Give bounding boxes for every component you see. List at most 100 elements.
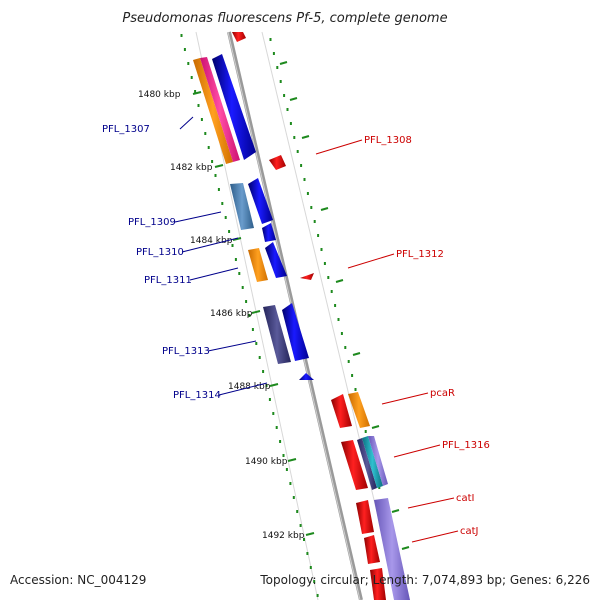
gene-label[interactable]: PFL_1310 — [136, 247, 184, 258]
axis-tick-mark — [214, 164, 224, 168]
gc-tick — [228, 230, 231, 233]
feature-steel-1309 — [230, 183, 254, 230]
axis-tick-label: 1484 kbp — [190, 236, 233, 246]
gc-tick — [330, 290, 333, 293]
gc-tick — [272, 52, 275, 55]
gene-leader-line — [393, 444, 441, 458]
gc-tick — [378, 486, 381, 489]
gc-dash — [391, 509, 400, 513]
gc-tick — [197, 104, 200, 107]
gc-tick — [296, 150, 299, 153]
axis-tick-label: 1482 kbp — [170, 163, 213, 173]
gc-tick — [268, 398, 271, 401]
gc-tick — [241, 286, 244, 289]
gc-tick — [299, 524, 302, 527]
gc-dash — [289, 97, 298, 101]
gc-tick — [289, 482, 292, 485]
gc-tick — [300, 164, 303, 167]
gc-tick — [310, 206, 313, 209]
gc-tick — [303, 538, 305, 541]
gc-tick — [306, 552, 309, 555]
feature-red-pcaR — [331, 394, 352, 428]
gene-label[interactable]: PFL_1316 — [442, 440, 490, 451]
feature-red-catJ-tail — [370, 568, 386, 600]
gc-tick — [200, 118, 203, 121]
gene-label[interactable]: pcaR — [430, 388, 455, 399]
axis-tick-label: 1486 kbp — [210, 309, 253, 319]
gene-leader-line — [407, 497, 455, 509]
gc-tick — [313, 580, 316, 583]
gc-tick — [214, 174, 217, 177]
gene-leader-line — [411, 530, 459, 543]
gc-tick — [351, 374, 354, 377]
feature-blue-1311 — [265, 242, 287, 278]
gc-tick — [190, 76, 193, 79]
gc-tick — [292, 496, 295, 499]
gc-dash — [352, 352, 361, 356]
gene-leader-line — [347, 253, 395, 269]
gene-leader-line — [179, 116, 194, 130]
gc-tick — [334, 304, 337, 307]
gc-tick — [183, 48, 186, 51]
gc-tick — [248, 314, 251, 317]
gc-tick — [313, 220, 316, 223]
feature-red-1308 — [269, 155, 286, 170]
feature-red-catI — [356, 500, 374, 534]
accession-text: Accession: NC_004129 — [10, 573, 146, 587]
axis-tick-label: 1492 kbp — [262, 531, 305, 541]
gene-leader-line — [381, 392, 429, 405]
feature-red-1316 — [341, 440, 368, 490]
gc-tick — [323, 262, 326, 265]
gc-tick — [272, 412, 275, 415]
feature-pink-1307 — [200, 57, 240, 162]
gene-label[interactable]: PFL_1309 — [128, 217, 176, 228]
feature-orange-pcaR — [348, 392, 370, 428]
gc-dash — [401, 546, 410, 550]
gc-tick — [204, 132, 207, 135]
gc-tick — [337, 318, 340, 321]
gc-tick — [180, 34, 183, 37]
gc-tick — [221, 202, 224, 205]
axis-tick-mark — [251, 310, 261, 314]
gene-label[interactable]: PFL_1307 — [102, 124, 150, 135]
axis-tick-mark — [232, 237, 242, 241]
gc-dash — [335, 279, 344, 283]
gene-label[interactable]: catJ — [460, 526, 479, 537]
gene-label[interactable]: PFL_1311 — [144, 275, 192, 286]
gc-tick — [364, 430, 367, 433]
gene-leader-line — [181, 237, 239, 253]
gene-labels-right: PFL_1308 PFL_1312 pcaR PFL_1316 catI catJ — [315, 135, 490, 543]
gc-tick — [279, 80, 282, 83]
gc-tick — [344, 346, 347, 349]
feature-orange-1307 — [193, 58, 233, 164]
feature-lavender-catJ — [374, 498, 410, 600]
gene-labels-left: PFL_1307 PFL_1309 PFL_1310 PFL_1311 PFL_1313… — [102, 116, 268, 401]
gc-tick — [289, 122, 292, 125]
gc-tick — [320, 248, 323, 251]
feature-red-1312 — [300, 273, 314, 280]
gene-label[interactable]: PFL_1314 — [173, 390, 221, 401]
gc-tick — [262, 370, 265, 373]
gene-label[interactable]: PFL_1313 — [162, 346, 210, 357]
gc-tick — [293, 136, 296, 139]
gc-tick — [285, 468, 288, 471]
gc-tick — [211, 160, 214, 163]
gene-leader-line — [174, 211, 222, 223]
gene-label[interactable]: catI — [456, 493, 475, 504]
feature-navy-1316 — [357, 438, 377, 490]
gc-tick — [279, 440, 282, 443]
gc-tick — [286, 108, 289, 111]
gc-tick — [251, 328, 254, 331]
genome-summary-text: Topology: circular; Length: 7,074,893 bp… — [259, 573, 590, 587]
axis-tick-mark — [192, 91, 202, 95]
gc-track-left — [180, 34, 319, 597]
gc-tick — [187, 62, 190, 65]
feature-orange-1311 — [248, 248, 268, 282]
gc-dash — [279, 61, 288, 65]
gene-label[interactable]: PFL_1308 — [364, 135, 412, 146]
gc-dash — [371, 425, 380, 429]
gene-label[interactable]: PFL_1312 — [396, 249, 444, 260]
axis-tick-mark — [287, 458, 297, 462]
gc-tick — [282, 454, 285, 457]
gene-leader-line — [207, 340, 257, 352]
